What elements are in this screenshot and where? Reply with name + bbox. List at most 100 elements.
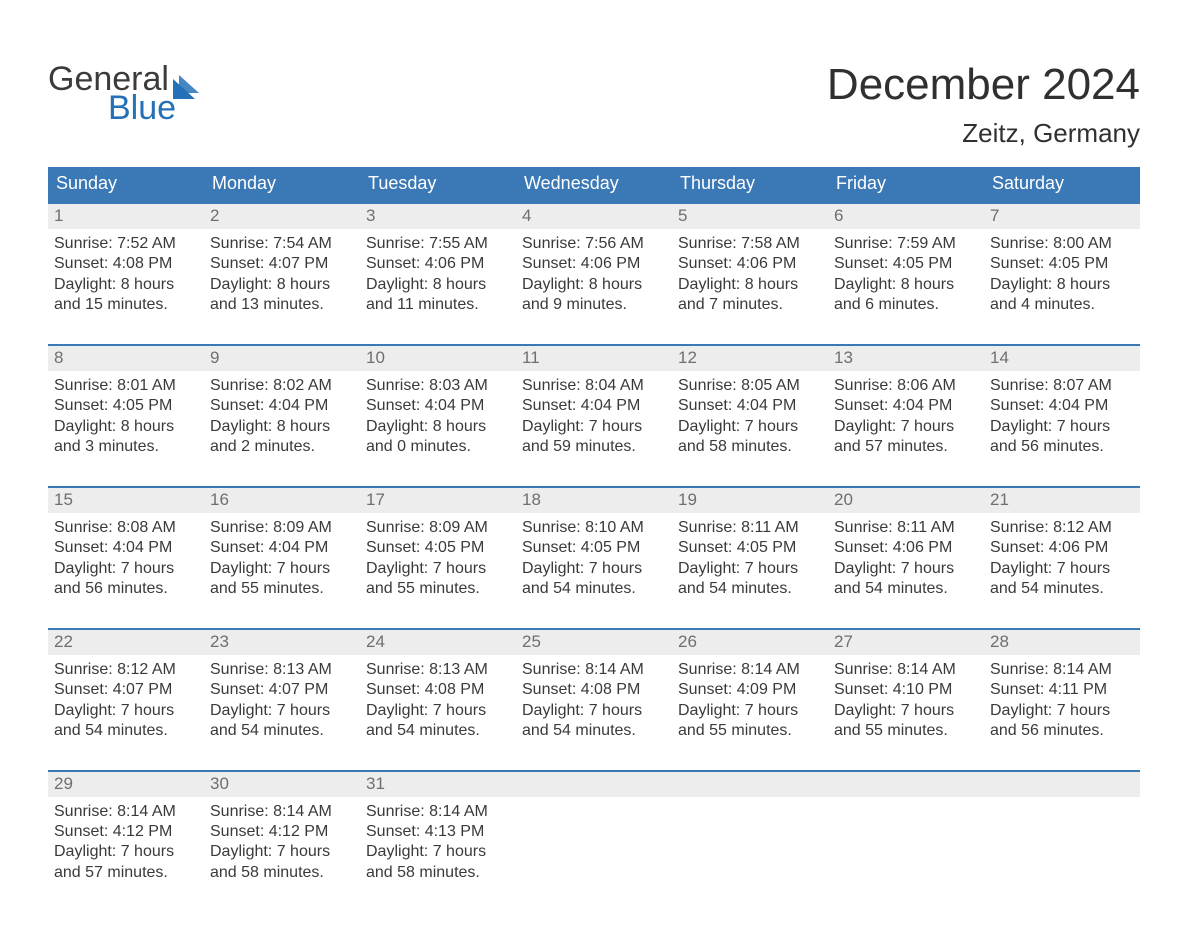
calendar-day: 4Sunrise: 7:56 AMSunset: 4:06 PMDaylight…: [516, 204, 672, 326]
calendar-day: 8Sunrise: 8:01 AMSunset: 4:05 PMDaylight…: [48, 346, 204, 468]
day-details: Sunrise: 8:01 AMSunset: 4:05 PMDaylight:…: [48, 371, 204, 458]
day-details: Sunrise: 8:11 AMSunset: 4:05 PMDaylight:…: [672, 513, 828, 600]
day-number: 11: [516, 346, 672, 371]
calendar-day: 16Sunrise: 8:09 AMSunset: 4:04 PMDayligh…: [204, 488, 360, 610]
day-number: 17: [360, 488, 516, 513]
weekday-header-row: Sunday Monday Tuesday Wednesday Thursday…: [48, 167, 1140, 202]
calendar-day: 19Sunrise: 8:11 AMSunset: 4:05 PMDayligh…: [672, 488, 828, 610]
sunset-line: Sunset: 4:13 PM: [366, 822, 516, 842]
daylight-line-1: Daylight: 7 hours: [210, 559, 360, 579]
sunrise-line: Sunrise: 8:10 AM: [522, 518, 672, 538]
daylight-line-2: and 55 minutes.: [366, 579, 516, 599]
sunset-line: Sunset: 4:07 PM: [54, 680, 204, 700]
sunset-line: Sunset: 4:07 PM: [210, 680, 360, 700]
sunrise-line: Sunrise: 8:12 AM: [990, 518, 1140, 538]
sunset-line: Sunset: 4:05 PM: [522, 538, 672, 558]
day-details: Sunrise: 8:12 AMSunset: 4:07 PMDaylight:…: [48, 655, 204, 742]
daylight-line-1: Daylight: 7 hours: [366, 842, 516, 862]
calendar-day: 31Sunrise: 8:14 AMSunset: 4:13 PMDayligh…: [360, 772, 516, 894]
daylight-line-1: Daylight: 7 hours: [210, 701, 360, 721]
day-number: 1: [48, 204, 204, 229]
daylight-line-2: and 57 minutes.: [834, 437, 984, 457]
calendar-day: 17Sunrise: 8:09 AMSunset: 4:05 PMDayligh…: [360, 488, 516, 610]
sunrise-line: Sunrise: 8:09 AM: [366, 518, 516, 538]
sunset-line: Sunset: 4:04 PM: [990, 396, 1140, 416]
day-number: 28: [984, 630, 1140, 655]
daylight-line-2: and 58 minutes.: [210, 863, 360, 883]
weekday-header: Friday: [828, 167, 984, 202]
day-details: Sunrise: 7:55 AMSunset: 4:06 PMDaylight:…: [360, 229, 516, 316]
daylight-line-1: Daylight: 7 hours: [522, 559, 672, 579]
sunrise-line: Sunrise: 8:08 AM: [54, 518, 204, 538]
sunrise-line: Sunrise: 8:09 AM: [210, 518, 360, 538]
sunrise-line: Sunrise: 8:14 AM: [522, 660, 672, 680]
sunset-line: Sunset: 4:04 PM: [834, 396, 984, 416]
sunrise-line: Sunrise: 7:54 AM: [210, 234, 360, 254]
sunrise-line: Sunrise: 8:06 AM: [834, 376, 984, 396]
daylight-line-2: and 6 minutes.: [834, 295, 984, 315]
daylight-line-2: and 55 minutes.: [834, 721, 984, 741]
day-number: 26: [672, 630, 828, 655]
daylight-line-1: Daylight: 7 hours: [834, 559, 984, 579]
sunrise-line: Sunrise: 8:11 AM: [834, 518, 984, 538]
calendar-day: 27Sunrise: 8:14 AMSunset: 4:10 PMDayligh…: [828, 630, 984, 752]
day-number: 22: [48, 630, 204, 655]
page: General Blue December 2024 Zeitz, German…: [0, 0, 1188, 933]
day-number: [516, 772, 672, 797]
page-title: December 2024: [827, 60, 1140, 110]
daylight-line-2: and 2 minutes.: [210, 437, 360, 457]
calendar-day: [984, 772, 1140, 894]
sunset-line: Sunset: 4:10 PM: [834, 680, 984, 700]
sunset-line: Sunset: 4:12 PM: [54, 822, 204, 842]
sunrise-line: Sunrise: 7:52 AM: [54, 234, 204, 254]
day-number: 10: [360, 346, 516, 371]
day-details: Sunrise: 8:14 AMSunset: 4:09 PMDaylight:…: [672, 655, 828, 742]
sunset-line: Sunset: 4:04 PM: [210, 538, 360, 558]
sunrise-line: Sunrise: 7:55 AM: [366, 234, 516, 254]
daylight-line-2: and 56 minutes.: [990, 437, 1140, 457]
daylight-line-1: Daylight: 8 hours: [366, 417, 516, 437]
sunset-line: Sunset: 4:04 PM: [366, 396, 516, 416]
calendar-day: [516, 772, 672, 894]
day-details: Sunrise: 8:13 AMSunset: 4:07 PMDaylight:…: [204, 655, 360, 742]
day-number: 31: [360, 772, 516, 797]
calendar-day: 24Sunrise: 8:13 AMSunset: 4:08 PMDayligh…: [360, 630, 516, 752]
day-number: 12: [672, 346, 828, 371]
sunrise-line: Sunrise: 8:03 AM: [366, 376, 516, 396]
sunrise-line: Sunrise: 8:14 AM: [210, 802, 360, 822]
calendar-week: 15Sunrise: 8:08 AMSunset: 4:04 PMDayligh…: [48, 486, 1140, 610]
day-details: Sunrise: 8:14 AMSunset: 4:10 PMDaylight:…: [828, 655, 984, 742]
day-number: 27: [828, 630, 984, 655]
day-details: Sunrise: 8:14 AMSunset: 4:12 PMDaylight:…: [204, 797, 360, 884]
calendar-day: 1Sunrise: 7:52 AMSunset: 4:08 PMDaylight…: [48, 204, 204, 326]
day-number: 30: [204, 772, 360, 797]
calendar-day: 25Sunrise: 8:14 AMSunset: 4:08 PMDayligh…: [516, 630, 672, 752]
day-number: [828, 772, 984, 797]
calendar-day: 5Sunrise: 7:58 AMSunset: 4:06 PMDaylight…: [672, 204, 828, 326]
day-details: Sunrise: 8:05 AMSunset: 4:04 PMDaylight:…: [672, 371, 828, 458]
day-number: 21: [984, 488, 1140, 513]
day-details: Sunrise: 8:14 AMSunset: 4:12 PMDaylight:…: [48, 797, 204, 884]
day-details: Sunrise: 7:58 AMSunset: 4:06 PMDaylight:…: [672, 229, 828, 316]
daylight-line-1: Daylight: 8 hours: [366, 275, 516, 295]
daylight-line-2: and 54 minutes.: [366, 721, 516, 741]
sunrise-line: Sunrise: 8:04 AM: [522, 376, 672, 396]
day-number: 4: [516, 204, 672, 229]
day-details: Sunrise: 8:07 AMSunset: 4:04 PMDaylight:…: [984, 371, 1140, 458]
calendar-day: 9Sunrise: 8:02 AMSunset: 4:04 PMDaylight…: [204, 346, 360, 468]
calendar-day: 10 Sunrise: 8:03 AMSunset: 4:04 PMDayligh…: [360, 346, 516, 468]
day-details: Sunrise: 8:00 AMSunset: 4:05 PMDaylight:…: [984, 229, 1140, 316]
daylight-line-1: Daylight: 8 hours: [54, 417, 204, 437]
calendar-week: 8Sunrise: 8:01 AMSunset: 4:05 PMDaylight…: [48, 344, 1140, 468]
daylight-line-2: and 54 minutes.: [522, 721, 672, 741]
day-details: Sunrise: 8:04 AMSunset: 4:04 PMDaylight:…: [516, 371, 672, 458]
day-details: Sunrise: 8:14 AMSunset: 4:11 PMDaylight:…: [984, 655, 1140, 742]
calendar-day: 13Sunrise: 8:06 AMSunset: 4:04 PMDayligh…: [828, 346, 984, 468]
calendar-day: 6Sunrise: 7:59 AMSunset: 4:05 PMDaylight…: [828, 204, 984, 326]
day-number: 18: [516, 488, 672, 513]
daylight-line-2: and 4 minutes.: [990, 295, 1140, 315]
daylight-line-1: Daylight: 7 hours: [366, 559, 516, 579]
sunrise-line: Sunrise: 7:59 AM: [834, 234, 984, 254]
daylight-line-1: Daylight: 8 hours: [54, 275, 204, 295]
calendar-week: 1Sunrise: 7:52 AMSunset: 4:08 PMDaylight…: [48, 202, 1140, 326]
